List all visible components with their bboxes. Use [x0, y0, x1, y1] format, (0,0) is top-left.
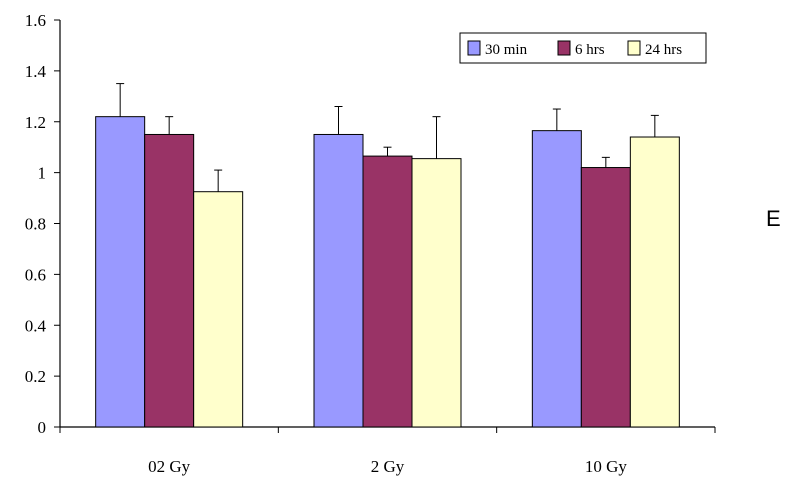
y-tick-label: 0.8 [25, 215, 46, 234]
bars [95, 116, 680, 428]
bar [193, 191, 244, 428]
y-tick-label: 1 [38, 164, 47, 183]
y-tick-label: 1.4 [25, 62, 47, 81]
panel-label: E [766, 206, 781, 231]
x-tick-label: 2 Gy [371, 457, 405, 476]
y-tick-label: 0.2 [25, 367, 46, 386]
legend: 30 min 6 hrs 24 hrs [459, 32, 707, 64]
x-tick-label: 02 Gy [148, 457, 191, 476]
bar [95, 116, 146, 428]
error-bars [116, 83, 659, 192]
bar [144, 133, 195, 428]
y-tick-label: 1.2 [25, 113, 46, 132]
bar [362, 155, 413, 428]
legend-label: 24 hrs [645, 42, 682, 58]
bar [629, 136, 680, 428]
x-tick-label: 10 Gy [585, 457, 628, 476]
legend-swatch [627, 40, 641, 56]
y-tick-label: 0 [38, 418, 47, 437]
y-tick-label: 1.6 [25, 11, 46, 30]
legend-label: 30 min [485, 42, 528, 58]
bar [313, 133, 364, 428]
bar [531, 130, 582, 428]
legend-swatch [557, 40, 571, 56]
legend-label: 6 hrs [575, 42, 605, 58]
axes: 0 0.2 0.4 0.6 0.8 1 1.2 1.4 1.6 02 Gy 2 Gy 10 Gy [25, 11, 716, 476]
bar [411, 158, 462, 428]
legend-swatch [467, 40, 481, 56]
bar [580, 167, 631, 428]
legend-box [459, 32, 707, 64]
y-tick-label: 0.4 [25, 316, 47, 335]
y-tick-label: 0.6 [25, 265, 46, 284]
